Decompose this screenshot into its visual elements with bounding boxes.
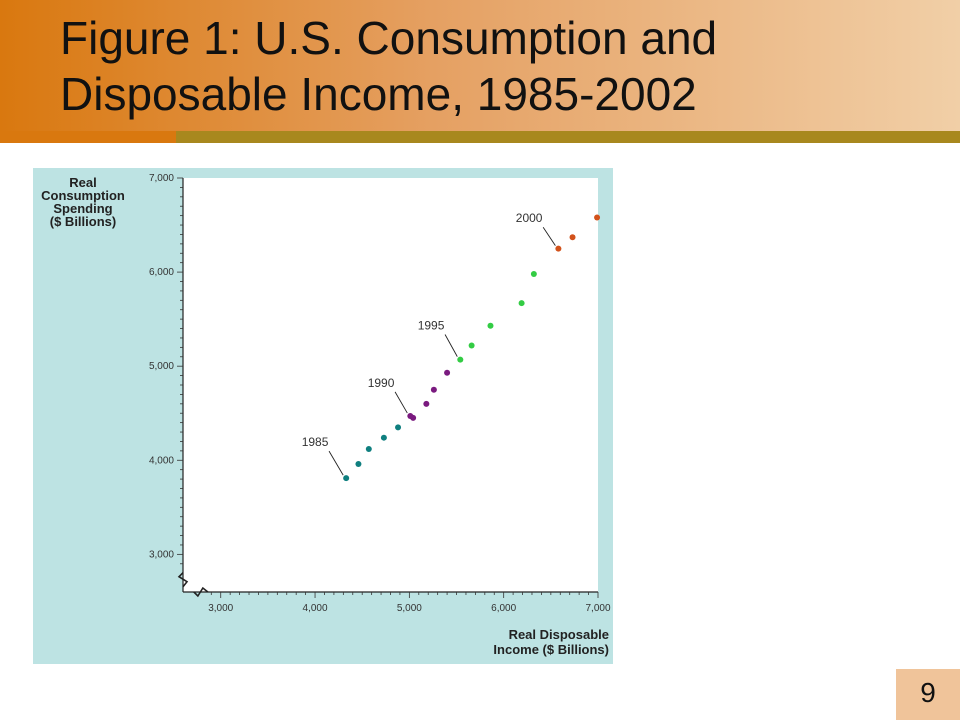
- plot-area: [183, 178, 598, 592]
- annotation-leader-line: [444, 334, 458, 357]
- y-tick-label: 7,000: [149, 173, 174, 184]
- annotation-label: 1995: [418, 318, 445, 332]
- data-point: [518, 300, 525, 307]
- data-point: [555, 245, 562, 252]
- slide-title: Figure 1: U.S. Consumption and Disposabl…: [60, 10, 940, 122]
- data-point: [430, 386, 437, 393]
- page-number: 9: [920, 677, 936, 708]
- data-point: [365, 445, 372, 452]
- y-axis-break: [177, 572, 189, 588]
- data-point: [468, 342, 475, 349]
- x-tick-label: 6,000: [491, 603, 516, 614]
- x-tick-label: 7,000: [585, 603, 610, 614]
- y-axis-label-line: Consumption: [41, 188, 125, 203]
- title-rule: [176, 131, 960, 143]
- data-point: [343, 475, 350, 482]
- x-axis-label-line: Income ($ Billions): [493, 642, 609, 657]
- x-axis-break: [193, 586, 209, 598]
- x-tick-label: 5,000: [397, 603, 422, 614]
- data-point: [487, 322, 494, 329]
- data-point: [530, 270, 537, 277]
- y-tick-label: 3,000: [149, 549, 174, 560]
- x-tick-label: 4,000: [303, 603, 328, 614]
- y-axis-label-line: Spending: [53, 201, 112, 216]
- annotation-leader-line: [394, 391, 408, 414]
- data-point: [444, 369, 451, 376]
- slide-title-line-1: Figure 1: U.S. Consumption and: [60, 12, 718, 64]
- annotation-leader-line: [328, 450, 344, 476]
- y-axis-label-line: Real: [69, 175, 96, 190]
- title-rule-left: [0, 131, 176, 143]
- slide-title-line-2: Disposable Income, 1985-2002: [60, 68, 697, 120]
- title-bar: [0, 0, 960, 131]
- data-point: [380, 434, 387, 441]
- x-tick-label: 3,000: [208, 603, 233, 614]
- x-axis-label-line: Real Disposable: [509, 627, 609, 642]
- annotation-label: 2000: [516, 211, 543, 225]
- chart-frame: 3,000 4,000 5,000 6,000 7,000 3,000 4,000 5,000…: [33, 168, 613, 664]
- data-point: [423, 400, 430, 407]
- annotation-label: 1985: [302, 435, 329, 449]
- data-point: [395, 424, 402, 431]
- y-axis-label-line: ($ Billions): [50, 214, 116, 229]
- annotation-leader-line: [542, 226, 556, 246]
- data-point: [594, 214, 601, 221]
- page-number-box: 9: [896, 669, 960, 720]
- y-tick-label: 4,000: [149, 455, 174, 466]
- y-tick-label: 5,000: [149, 361, 174, 372]
- y-tick-label: 6,000: [149, 267, 174, 278]
- annotation-label: 1990: [368, 376, 395, 390]
- scatter-chart: 3,000 4,000 5,000 6,000 7,000 3,000 4,000 5,000…: [41, 173, 611, 657]
- data-point: [457, 356, 464, 363]
- data-point: [569, 234, 576, 241]
- data-point: [355, 461, 362, 468]
- data-point: [410, 414, 417, 421]
